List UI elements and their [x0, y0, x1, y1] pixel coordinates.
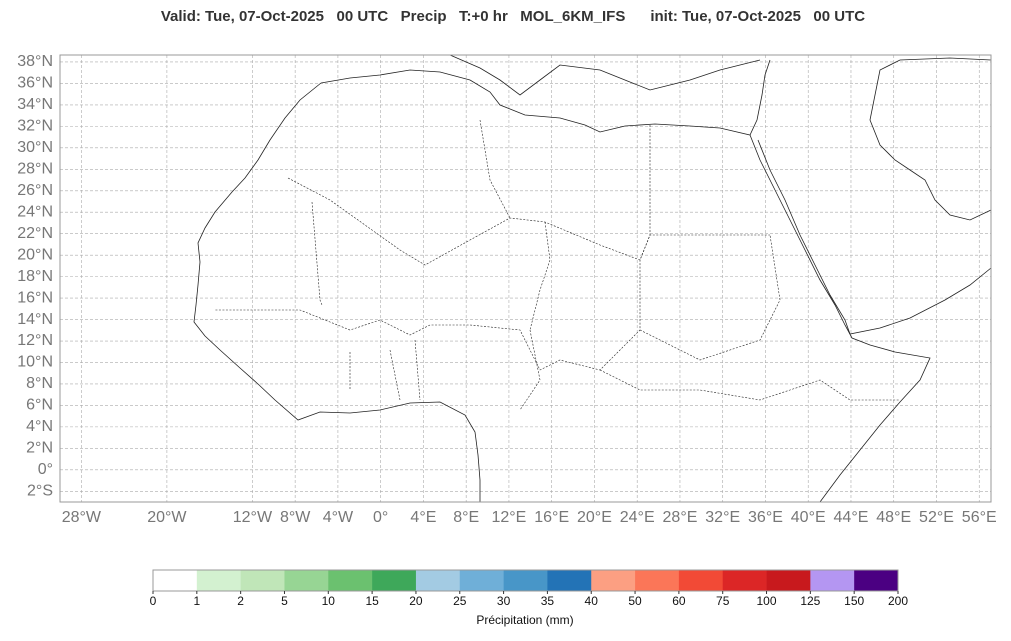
x-tick-label: 32°E — [705, 509, 740, 526]
coastline — [449, 54, 761, 96]
border — [215, 125, 651, 371]
colorbar-segment — [240, 570, 285, 591]
colorbar-segment — [153, 570, 198, 591]
y-tick-label: 4°N — [26, 418, 53, 435]
colorbar-tick-label: 0 — [150, 594, 157, 608]
title: Valid: Tue, 07-Oct-2025 00 UTC Precip T:… — [161, 8, 865, 25]
colorbar-label: Précipitation (mm) — [476, 613, 573, 627]
coastline — [320, 59, 771, 136]
y-tick-label: 36°N — [17, 75, 53, 92]
colorbar-segment — [328, 570, 373, 591]
colorbar-tick-label: 25 — [453, 594, 467, 608]
y-tick-label: 28°N — [17, 161, 53, 178]
colorbar-tick-label: 50 — [628, 594, 642, 608]
y-tick-label: 34°N — [17, 96, 53, 113]
grid — [60, 55, 991, 502]
x-tick-label: 0° — [373, 509, 388, 526]
colorbar-segment — [591, 570, 636, 591]
x-tick-label: 12°W — [233, 509, 273, 526]
colorbar-segment — [766, 570, 811, 591]
colorbar-segment — [372, 570, 417, 591]
y-tick-label: 14°N — [17, 311, 53, 328]
colorbar-tick-label: 1 — [193, 594, 200, 608]
y-tick-label: 26°N — [17, 182, 53, 199]
colorbar-segment — [678, 570, 724, 591]
y-tick-label: 8°N — [26, 375, 53, 392]
x-tick-label: 40°E — [791, 509, 826, 526]
coastlines — [193, 54, 992, 503]
x-tick-label: 16°E — [534, 509, 569, 526]
x-tick-label: 4°W — [323, 509, 354, 526]
colorbar-tick-label: 200 — [888, 594, 908, 608]
coastline — [757, 139, 992, 335]
colorbar-tick-label: 5 — [281, 594, 288, 608]
coastline — [193, 82, 481, 502]
x-tick-label: 20°E — [577, 509, 612, 526]
y-tick-label: 6°N — [26, 397, 53, 414]
colorbar-frame — [152, 569, 899, 592]
colorbar-tick-label: 35 — [541, 594, 555, 608]
colorbar-tick-label: 75 — [716, 594, 730, 608]
y-tick-label: 22°N — [17, 225, 53, 242]
colorbar-segment — [415, 570, 461, 591]
colorbar-tick-label: 125 — [800, 594, 820, 608]
colorbar-segment — [196, 570, 241, 591]
y-tick-label: 32°N — [17, 118, 53, 135]
x-tick-label: 24°E — [620, 509, 655, 526]
x-tick-label: 44°E — [834, 509, 869, 526]
colorbar-tick-label: 2 — [237, 594, 244, 608]
coastline — [749, 134, 931, 503]
colorbar-segment — [284, 570, 329, 591]
colorbar: 0 1 2 5 10 15 20 25 30 35 40 50 60 75 100 125 150 200 — [150, 569, 908, 608]
colorbar-tick-label: 10 — [322, 594, 336, 608]
map-frame — [59, 54, 992, 503]
colorbar-tick-label: 40 — [585, 594, 599, 608]
colorbar-segment — [854, 570, 899, 591]
colorbar-tick-label: 20 — [409, 594, 423, 608]
y-tick-label: 38°N — [17, 53, 53, 70]
x-tick-label: 56°E — [962, 509, 997, 526]
border — [311, 119, 781, 361]
x-tick-label: 12°E — [491, 509, 526, 526]
x-tick-label: 4°E — [410, 509, 436, 526]
colorbar-tick-label: 30 — [497, 594, 511, 608]
y-tick-label: 10°N — [17, 354, 53, 371]
y-tick-label: 2°S — [27, 482, 53, 499]
colorbar-tick-label: 100 — [757, 594, 777, 608]
colorbar-tick-label: 60 — [672, 594, 686, 608]
y-tick-label: 18°N — [17, 268, 53, 285]
y-tick-label: 20°N — [17, 246, 53, 263]
coastline — [869, 57, 992, 221]
colorbar-segment — [459, 570, 504, 591]
colorbar-tick-label: 150 — [844, 594, 864, 608]
colorbar-segment — [503, 570, 548, 591]
x-tick-label: 36°E — [748, 509, 783, 526]
y-tick-label: 2°N — [26, 440, 53, 457]
colorbar-segment — [635, 570, 680, 591]
x-tick-label: 20°W — [147, 509, 187, 526]
border — [349, 329, 900, 411]
y-tick-label: 16°N — [17, 289, 53, 306]
y-tick-label: 12°N — [17, 332, 53, 349]
y-tick-label: 30°N — [17, 139, 53, 156]
colorbar-segment — [547, 570, 592, 591]
colorbar-segment — [810, 570, 855, 591]
colorbar-tick-label: 15 — [365, 594, 379, 608]
x-tick-label: 28°E — [663, 509, 698, 526]
x-tick-label: 28°W — [62, 509, 102, 526]
y-tick-label: 0° — [38, 461, 53, 478]
x-tick-label: 8°E — [453, 509, 479, 526]
colorbar-segment — [722, 570, 767, 591]
x-tick-label: 8°W — [280, 509, 311, 526]
borders — [215, 119, 900, 411]
y-tick-label: 24°N — [17, 203, 53, 220]
x-tick-label: 48°E — [876, 509, 911, 526]
x-tick-label: 52°E — [919, 509, 954, 526]
